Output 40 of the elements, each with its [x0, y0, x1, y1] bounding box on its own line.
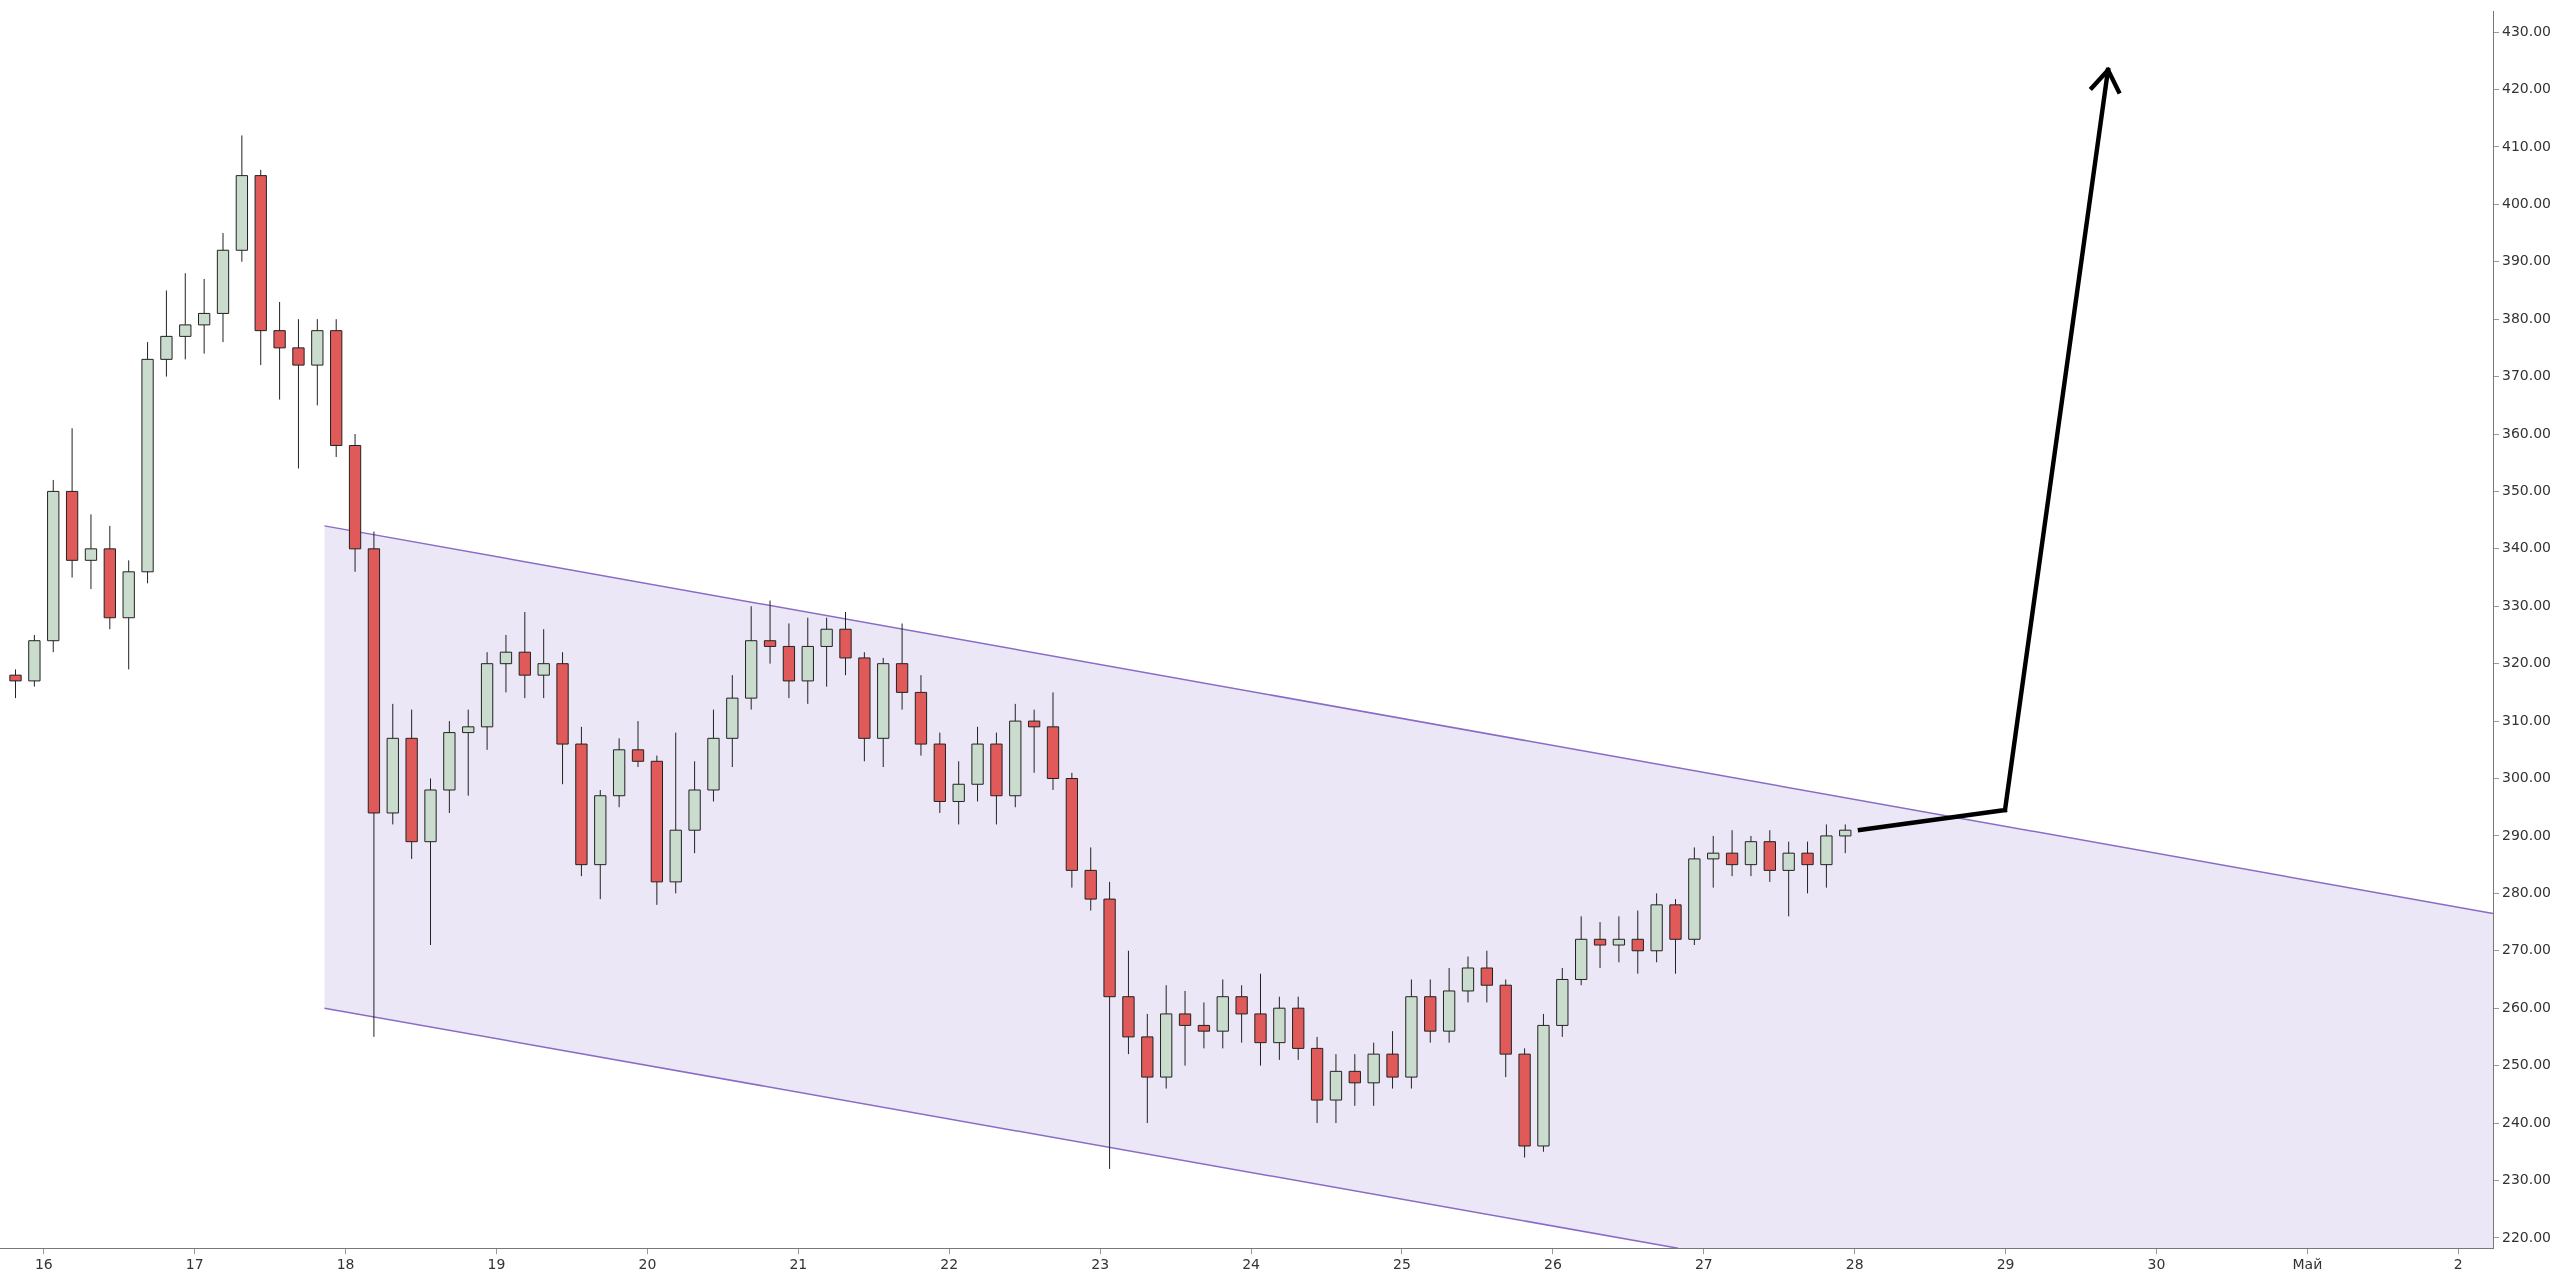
x-tick-label: 29	[1996, 1256, 2015, 1273]
x-tick-label: 30	[2147, 1256, 2166, 1273]
y-tick-label: 360.00	[2502, 424, 2552, 441]
y-tick-label: 240.00	[2502, 1113, 2552, 1130]
x-tick-label: 23	[1091, 1256, 1110, 1273]
y-tick-label: 430.00	[2502, 22, 2552, 39]
y-tick-label: 400.00	[2502, 194, 2552, 211]
x-tick-label: 28	[1845, 1256, 1864, 1273]
x-tick-label: 20	[638, 1256, 657, 1273]
y-tick-label: 420.00	[2502, 80, 2552, 97]
x-tick-label: 17	[185, 1256, 204, 1273]
y-tick-label: 340.00	[2502, 539, 2552, 556]
x-tick-label: 25	[1393, 1256, 1411, 1273]
y-tick-label: 220.00	[2502, 1228, 2552, 1245]
y-tick-label: 330.00	[2502, 596, 2552, 613]
y-tick-label: 320.00	[2502, 654, 2552, 671]
y-tick-label: 380.00	[2502, 309, 2552, 326]
x-tick-label: 24	[1242, 1256, 1261, 1273]
y-tick-label: 300.00	[2502, 769, 2552, 786]
y-tick-label: 280.00	[2502, 883, 2552, 900]
y-tick-label: 410.00	[2502, 137, 2552, 154]
x-tick-label: 26	[1543, 1256, 1562, 1273]
y-tick-label: 370.00	[2502, 367, 2552, 384]
x-tick-label: 21	[789, 1256, 808, 1273]
x-tick-label: Май	[2292, 1256, 2323, 1273]
x-tick-label: 16	[34, 1256, 53, 1273]
y-tick-label: 310.00	[2502, 711, 2552, 728]
x-tick-label: 22	[940, 1256, 959, 1273]
x-tick-label: 27	[1694, 1256, 1713, 1273]
y-tick-label: 250.00	[2502, 1056, 2552, 1073]
x-tick-label: 18	[336, 1256, 355, 1273]
y-tick-label: 290.00	[2502, 826, 2552, 843]
y-tick-label: 270.00	[2502, 941, 2552, 958]
x-tick-label: 2	[2453, 1256, 2463, 1273]
y-tick-label: 350.00	[2502, 482, 2552, 499]
y-tick-label: 230.00	[2502, 1171, 2552, 1188]
candlestick	[292, 318, 305, 469]
y-tick-label: 390.00	[2502, 252, 2552, 269]
y-tick-label: 260.00	[2502, 998, 2552, 1015]
x-tick-label: 19	[487, 1256, 506, 1273]
